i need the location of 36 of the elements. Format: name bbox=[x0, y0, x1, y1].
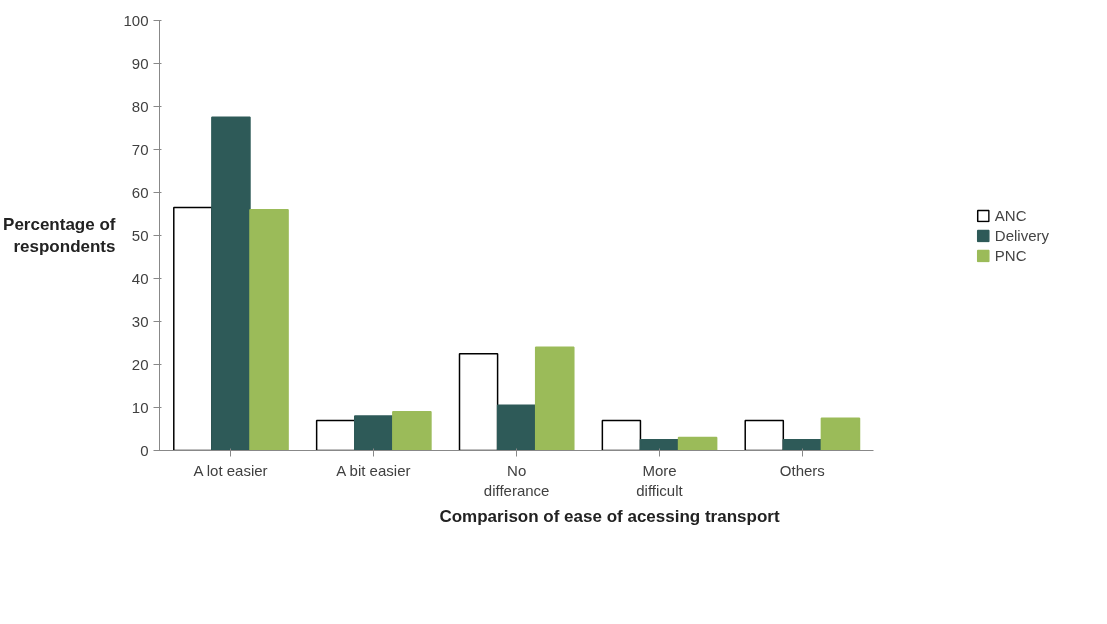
y-tick-label: 50 bbox=[131, 226, 149, 244]
x-axis-title: Comparison of ease of acessing transport bbox=[439, 506, 780, 526]
bar bbox=[534, 346, 575, 451]
y-tick-label: 0 bbox=[140, 441, 149, 459]
bar bbox=[639, 439, 680, 451]
bar bbox=[744, 419, 785, 451]
bar bbox=[249, 208, 289, 451]
legend-label: Delivery bbox=[994, 226, 1049, 244]
bar bbox=[173, 206, 213, 451]
y-tick-label: 20 bbox=[131, 355, 149, 373]
bar bbox=[496, 404, 537, 451]
x-tick-label: More difficult bbox=[636, 461, 684, 499]
y-tick-label: 80 bbox=[131, 97, 149, 115]
bar bbox=[353, 415, 394, 451]
bar bbox=[677, 436, 718, 451]
bar bbox=[211, 116, 251, 451]
y-tick-label: 40 bbox=[131, 269, 149, 287]
bar bbox=[458, 353, 499, 451]
x-tick-label: No differance bbox=[483, 461, 550, 499]
y-axis-title: Percentage of respondents bbox=[3, 214, 116, 257]
y-tick-label: 100 bbox=[123, 11, 149, 29]
y-tick-label: 10 bbox=[131, 398, 149, 416]
y-tick-label: 70 bbox=[131, 140, 149, 158]
bar bbox=[820, 417, 861, 451]
bar bbox=[392, 411, 432, 451]
y-tick-label: 90 bbox=[131, 54, 149, 72]
x-tick-label: A lot easier bbox=[193, 461, 268, 479]
bar bbox=[315, 419, 356, 451]
y-tick-label: 30 bbox=[131, 312, 149, 330]
x-tick-label: A bit easier bbox=[336, 461, 411, 479]
legend-label: PNC bbox=[994, 246, 1027, 264]
x-tick-label: Others bbox=[779, 461, 825, 479]
legend-label: ANC bbox=[994, 206, 1027, 224]
bar bbox=[601, 419, 642, 451]
bar bbox=[782, 439, 823, 451]
y-tick-label: 60 bbox=[131, 183, 149, 201]
